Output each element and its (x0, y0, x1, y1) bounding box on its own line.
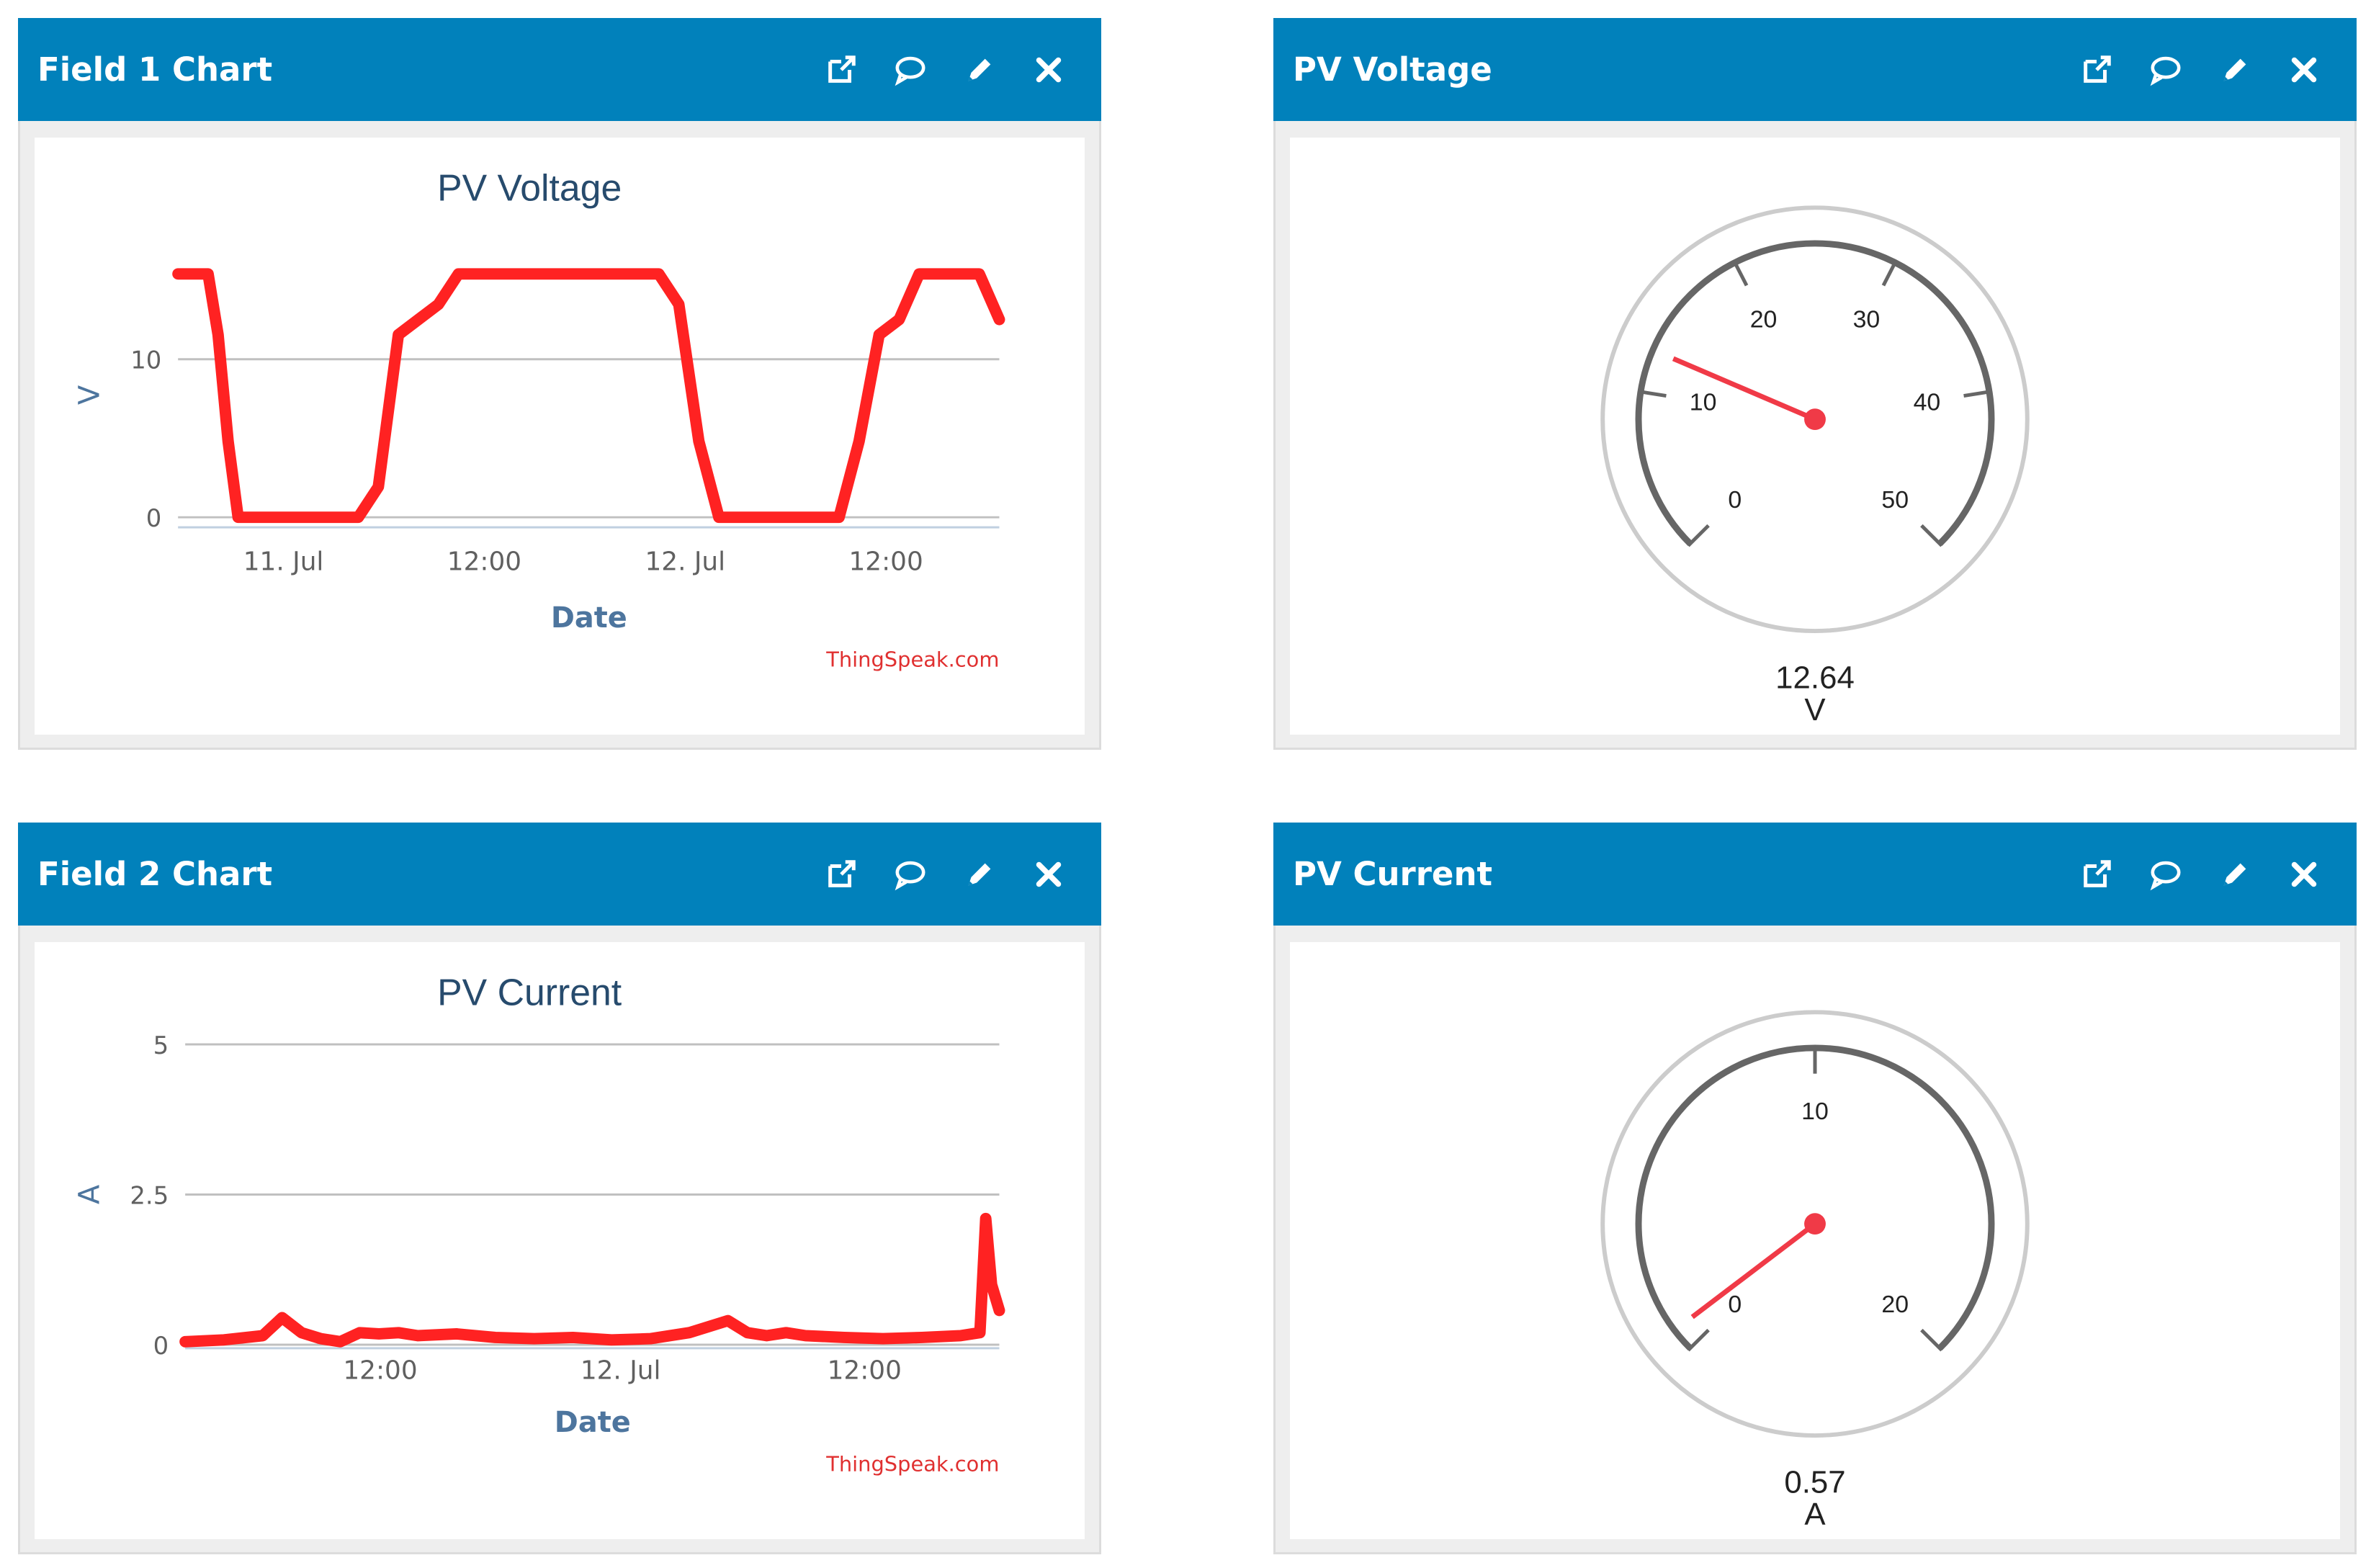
widget-title: Field 2 Chart (37, 855, 273, 893)
series-line (179, 1212, 1005, 1348)
x-tick-label: 12:00 (343, 1356, 417, 1386)
gauge-unit: A (1804, 1497, 1826, 1532)
widget-field-1-chart: Field 1 Chart PV Voltage 10 0 V 11. (18, 18, 1101, 750)
gauge-tick-label: 0 (1728, 486, 1742, 514)
y-tick-label: 0 (153, 1332, 169, 1360)
y-axis-label: V (73, 385, 107, 405)
gauge-tick (1687, 1328, 1710, 1352)
series-group (179, 1212, 1005, 1348)
current-line-chart: PV Current 5 2.5 0 A 12:00 12. Jul 12:00… (73, 971, 1005, 1477)
widget-pv-voltage-gauge: PV Voltage 0 10 20 30 40 50 12.64 V (1273, 18, 2357, 750)
close-icon[interactable] (1031, 52, 1067, 88)
comment-icon[interactable] (2148, 856, 2184, 892)
gauge-scale: 0 10 20 30 40 50 (1635, 240, 1995, 547)
pencil-icon[interactable] (2217, 856, 2253, 892)
y-tick-label: 5 (153, 1031, 169, 1059)
widget-header: Field 2 Chart (18, 823, 1101, 926)
y-tick-label: 0 (146, 504, 162, 532)
close-icon[interactable] (1031, 856, 1067, 892)
gauge-tick (1731, 259, 1749, 287)
comment-icon[interactable] (2148, 52, 2184, 88)
x-tick-label: 12:00 (447, 547, 521, 577)
gauge-tick-label: 40 (1914, 389, 1941, 416)
gauge-value: 12.64 (1775, 660, 1855, 696)
external-link-icon[interactable] (2079, 52, 2115, 88)
close-icon[interactable] (2286, 52, 2322, 88)
y-tick-label: 10 (130, 346, 161, 375)
gauge-area: 0 10 20 30 40 50 12.64 V (1290, 138, 2340, 735)
gauge-hub (1804, 408, 1826, 431)
x-axis-label: Date (551, 601, 627, 635)
pencil-icon[interactable] (962, 52, 998, 88)
comment-icon[interactable] (892, 856, 928, 892)
comment-icon[interactable] (892, 52, 928, 88)
gauge-tick-label: 30 (1853, 305, 1881, 333)
chart-title: PV Current (437, 971, 622, 1013)
gauge-tick-label: 0 (1728, 1291, 1742, 1318)
gauge-scale: 0 10 20 (1635, 1044, 1995, 1352)
gauge-tick-label: 10 (1690, 389, 1717, 416)
gauge-tick (1920, 524, 1943, 547)
pencil-icon[interactable] (2217, 52, 2253, 88)
gauge-arc (1635, 240, 1995, 547)
pencil-icon[interactable] (962, 856, 998, 892)
gauge-outer-ring (1600, 1010, 2030, 1438)
x-tick-label: 12:00 (828, 1356, 902, 1386)
gauge-needle (1690, 1222, 1817, 1320)
x-tick-label: 12:00 (848, 547, 923, 577)
x-tick-label: 12. Jul (581, 1356, 661, 1386)
gauge-tick-label: 20 (1881, 1291, 1909, 1318)
voltage-line-chart: PV Voltage 10 0 V 11. Jul 12:00 12. Jul … (73, 166, 1005, 672)
widget-title: Field 1 Chart (37, 50, 273, 89)
series-line (172, 268, 1005, 524)
widget-header: PV Current (1273, 823, 2357, 926)
gauge-hub (1804, 1213, 1826, 1235)
widget-header: Field 1 Chart (18, 18, 1101, 121)
gauge-needle (1672, 356, 1816, 422)
widget-pv-current-gauge: PV Current 0 10 20 0.57 A (1273, 823, 2357, 1554)
widget-title: PV Current (1293, 855, 1492, 893)
gauge-area: 0 10 20 0.57 A (1290, 942, 2340, 1539)
chart-area: PV Voltage 10 0 V 11. Jul 12:00 12. Jul … (35, 138, 1085, 735)
widget-field-2-chart: Field 2 Chart PV Current 5 2.5 0 (18, 823, 1101, 1554)
widget-actions (2079, 18, 2322, 121)
gauge-tick-label: 20 (1750, 305, 1778, 333)
external-link-icon[interactable] (2079, 856, 2115, 892)
y-axis-label: A (73, 1185, 107, 1204)
gauge-outer-ring (1600, 205, 2030, 634)
widget-actions (823, 823, 1067, 926)
gauge-value: 0.57 (1784, 1465, 1845, 1500)
gauge-arc (1635, 1044, 1995, 1351)
voltage-gauge: 0 10 20 30 40 50 12.64 V (1600, 205, 2030, 727)
widget-title: PV Voltage (1293, 50, 1492, 89)
gauge-tick (1963, 389, 1993, 398)
gauge-tick-label: 10 (1801, 1098, 1829, 1125)
widget-actions (823, 18, 1067, 121)
gauge-unit: V (1804, 692, 1825, 727)
current-gauge: 0 10 20 0.57 A (1600, 1010, 2030, 1532)
widget-header: PV Voltage (1273, 18, 2357, 121)
x-axis-label: Date (555, 1406, 631, 1439)
gauge-tick (1920, 1328, 1943, 1352)
external-link-icon[interactable] (823, 856, 859, 892)
credits-link[interactable]: ThingSpeak.com (825, 648, 999, 672)
gauge-tick (1881, 259, 1899, 287)
chart-title: PV Voltage (437, 166, 622, 208)
x-tick-label: 11. Jul (243, 547, 324, 577)
x-tick-label: 12. Jul (645, 547, 725, 577)
widget-actions (2079, 823, 2322, 926)
series-group (172, 268, 1005, 524)
gauge-tick (1637, 389, 1667, 398)
credits-link[interactable]: ThingSpeak.com (825, 1452, 999, 1477)
gauge-tick (1687, 524, 1710, 547)
external-link-icon[interactable] (823, 52, 859, 88)
chart-area: PV Current 5 2.5 0 A 12:00 12. Jul 12:00… (35, 942, 1085, 1539)
y-tick-label: 2.5 (130, 1181, 169, 1209)
close-icon[interactable] (2286, 856, 2322, 892)
gauge-tick-label: 50 (1881, 486, 1909, 514)
